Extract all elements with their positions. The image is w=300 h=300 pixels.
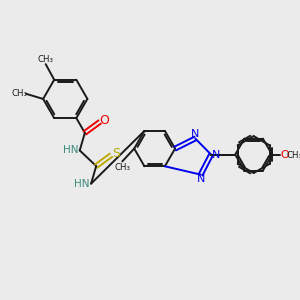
Text: O: O	[100, 114, 110, 127]
Text: N: N	[196, 174, 205, 184]
Text: HN: HN	[74, 178, 90, 189]
Text: S: S	[112, 147, 120, 160]
Text: CH₃: CH₃	[114, 163, 130, 172]
Text: HN: HN	[63, 146, 78, 155]
Text: N: N	[212, 150, 220, 160]
Text: CH₃: CH₃	[38, 55, 54, 64]
Text: CH₃: CH₃	[12, 89, 28, 98]
Text: N: N	[191, 129, 200, 139]
Text: CH₃: CH₃	[287, 151, 300, 160]
Text: O: O	[280, 150, 289, 160]
